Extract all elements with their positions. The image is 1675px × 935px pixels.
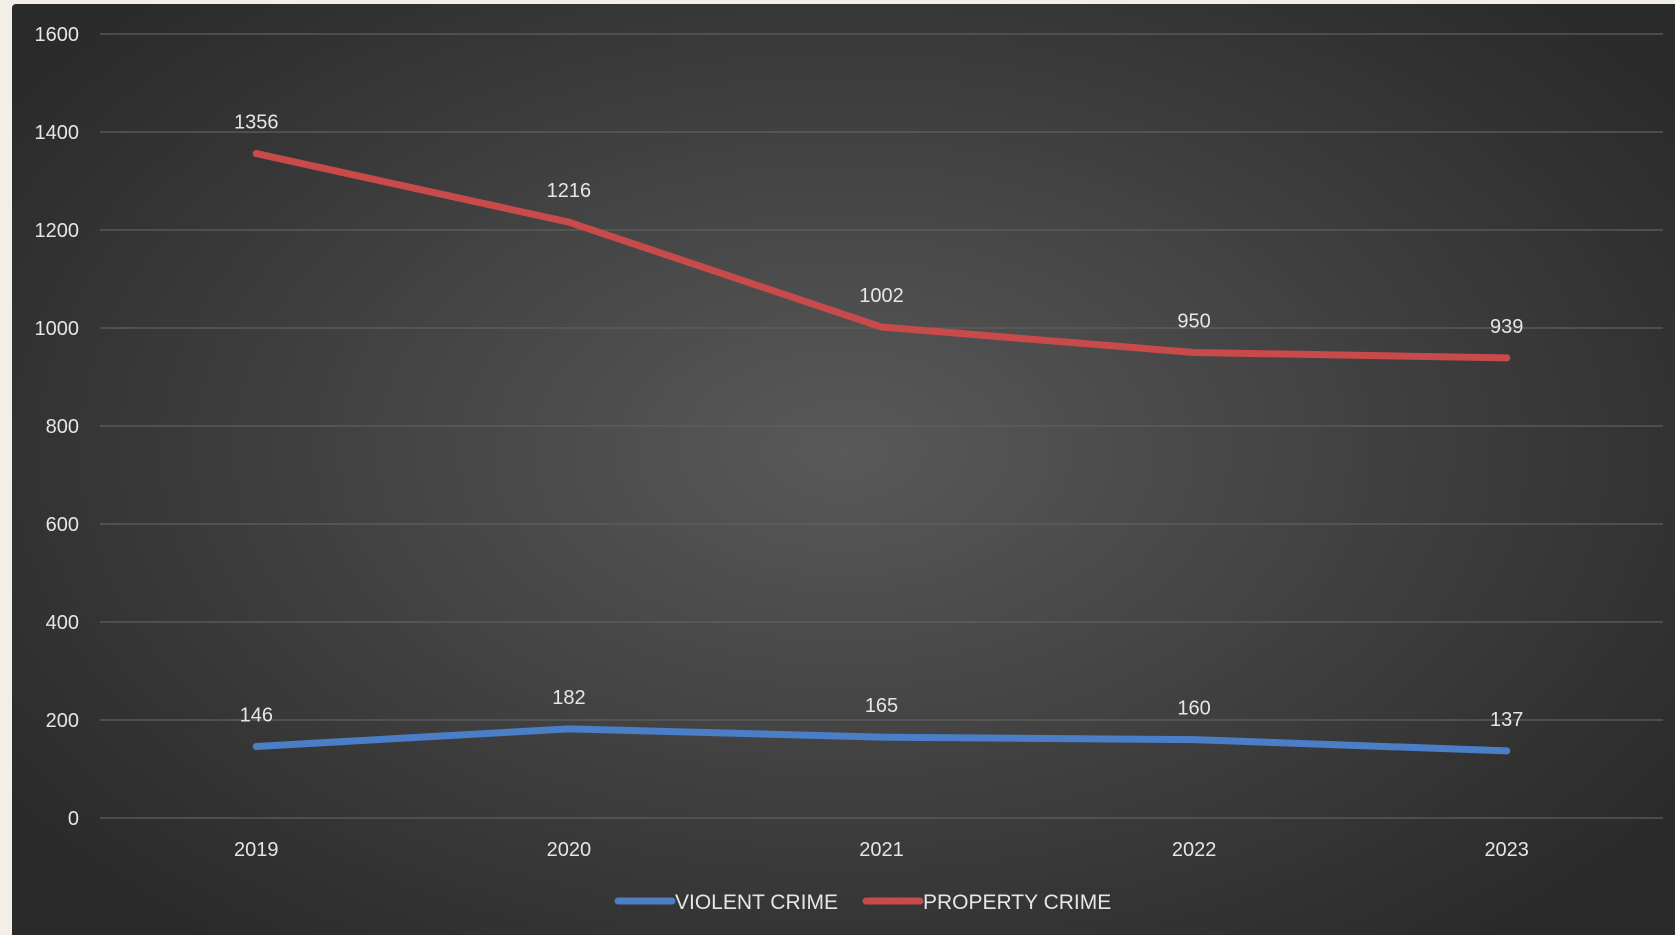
x-tick-label: 2022 xyxy=(1172,839,1217,861)
x-tick-label: 2023 xyxy=(1484,839,1529,861)
data-point xyxy=(565,725,573,733)
series-lines xyxy=(252,150,1511,755)
x-tick-label: 2021 xyxy=(859,839,904,861)
legend: VIOLENT CRIME PROPERTY CRIME xyxy=(614,891,1111,914)
y-tick-label: 600 xyxy=(46,514,79,536)
legend-label: PROPERTY CRIME xyxy=(923,891,1111,914)
y-tick-label: 1400 xyxy=(35,122,80,144)
data-label: 146 xyxy=(240,704,273,726)
data-point xyxy=(1190,736,1198,744)
data-point xyxy=(1503,747,1511,755)
x-tick-label: 2020 xyxy=(547,839,592,861)
data-point xyxy=(252,742,260,750)
data-label: 1002 xyxy=(859,285,904,307)
legend-label: VIOLENT CRIME xyxy=(675,891,838,914)
data-label: 939 xyxy=(1490,316,1523,338)
data-label: 137 xyxy=(1490,709,1523,731)
y-tick-label: 1000 xyxy=(35,318,80,340)
y-tick-label: 200 xyxy=(46,710,79,732)
y-tick-label: 1200 xyxy=(35,220,80,242)
data-point xyxy=(565,218,573,226)
y-tick-label: 800 xyxy=(46,416,79,438)
data-label: 165 xyxy=(865,695,898,717)
data-point xyxy=(1190,349,1198,356)
x-tick-label: 2019 xyxy=(234,839,279,861)
data-point xyxy=(878,323,885,331)
y-tick-label: 0 xyxy=(68,808,79,830)
data-label: 950 xyxy=(1177,311,1210,333)
data-labels: 146 182 165 160 137 1356 1216 1002 950 939 xyxy=(234,112,1523,731)
data-point xyxy=(252,150,260,158)
y-axis: 0 200 400 600 800 1000 1200 1400 1600 xyxy=(35,24,80,830)
data-point xyxy=(1503,354,1511,362)
data-label: 1216 xyxy=(547,180,592,202)
data-label: 160 xyxy=(1177,698,1210,720)
y-tick-label: 1600 xyxy=(35,24,80,46)
x-axis: 2019 2020 2021 2022 2023 xyxy=(234,839,1529,861)
data-label: 1356 xyxy=(234,112,279,134)
data-label: 182 xyxy=(552,687,585,709)
y-tick-label: 400 xyxy=(46,612,79,634)
data-point xyxy=(878,733,885,741)
